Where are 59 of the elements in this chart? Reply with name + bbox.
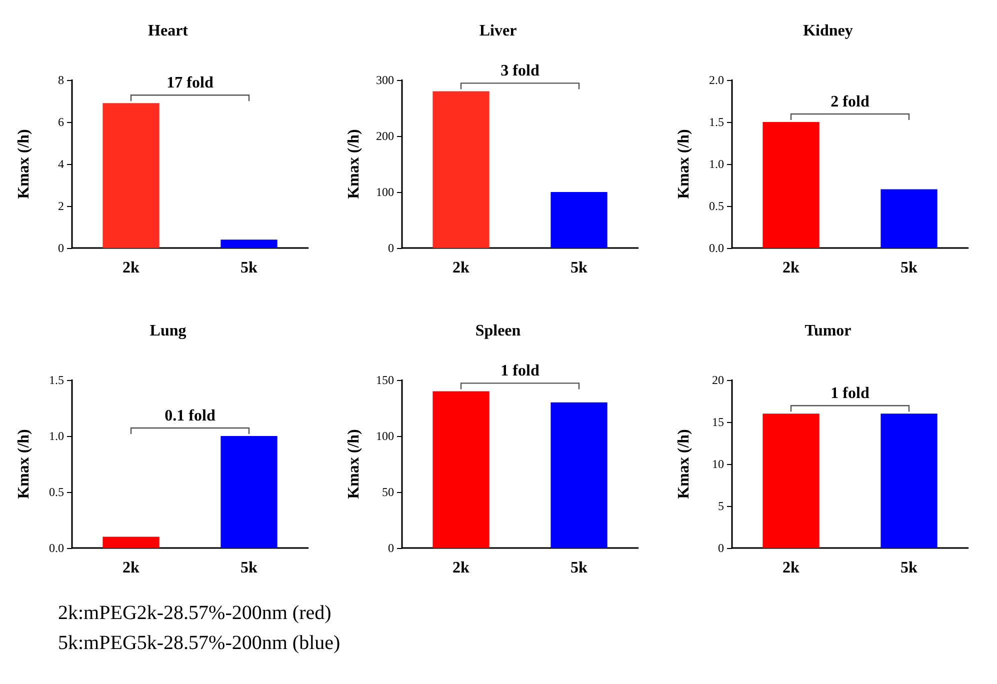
y-axis-title: Kmax (/h) [676,129,692,199]
x-tick-label: 2k [452,560,470,576]
y-tick-label: 1.5 [709,115,724,129]
y-tick-label: 0.5 [709,199,724,213]
x-tick-label: 5k [240,560,258,576]
text: 2k:mPEG2k-28.57%-200nm (red) [58,601,332,626]
y-axis-title: Kmax (/h) [346,129,362,199]
text: 3 fold [500,62,540,80]
y-tick-label: 0 [718,541,724,555]
text: 1 fold [500,362,540,380]
y-tick-label: 0.5 [49,485,64,499]
annotation: 1 fold [830,385,870,402]
text: 5k:mPEG5k-28.57%-200nm (blue) [58,631,342,656]
y-tick-label: 15 [712,415,724,429]
y-tick-label: 150 [376,373,394,387]
y-tick-label: 0 [388,541,394,555]
y-tick-label: 4 [58,157,64,171]
x-tick-label: 2k [122,560,140,576]
x-tick-label: 5k [240,260,258,276]
y-axis-title: Kmax (/h) [16,129,32,199]
y-tick-label: 1.0 [709,157,724,171]
x-tick-label: 2k [122,260,140,276]
y-tick-label: 5 [718,499,724,513]
y-axis-title: Kmax (/h) [346,429,362,499]
chart-title: Kidney [803,22,853,40]
y-tick-label: 0.0 [49,541,64,555]
annotation: 17 fold [166,74,214,92]
y-tick-label: 1.5 [49,373,64,387]
x-tick-label: 2k [452,260,470,276]
y-tick-label: 50 [382,485,394,499]
x-tick-label: 5k [570,260,588,276]
annotation: 0.1 fold [164,408,216,424]
y-tick-label: 100 [376,185,394,199]
annotation: 2 fold [830,94,870,110]
y-axis-title: Kmax (/h) [676,429,692,499]
y-tick-label: 1.0 [49,429,64,443]
y-tick-label: 8 [58,73,64,87]
y-tick-label: 100 [376,429,394,443]
y-tick-label: 20 [712,373,724,387]
x-tick-label: 5k [900,260,918,276]
y-tick-label: 10 [712,457,724,471]
chart-title: Tumor [804,322,852,340]
y-tick-label: 2 [58,199,64,213]
y-tick-label: 0 [388,241,394,255]
chart-title: Lung [150,322,186,340]
x-tick-label: 2k [782,260,800,276]
chart-title: Heart [148,22,189,40]
x-tick-label: 5k [900,560,918,576]
y-tick-label: 2.0 [709,73,724,87]
y-tick-label: 0 [58,241,64,255]
chart-title: Liver [479,22,517,40]
x-tick-label: 2k [782,560,800,576]
y-tick-label: 300 [376,73,394,87]
y-axis-title: Kmax (/h) [16,429,32,499]
chart-title: Spleen [475,322,521,340]
x-tick-label: 5k [570,560,588,576]
y-tick-label: 200 [376,129,394,143]
y-tick-label: 0.0 [709,241,724,255]
y-tick-label: 6 [58,115,64,129]
